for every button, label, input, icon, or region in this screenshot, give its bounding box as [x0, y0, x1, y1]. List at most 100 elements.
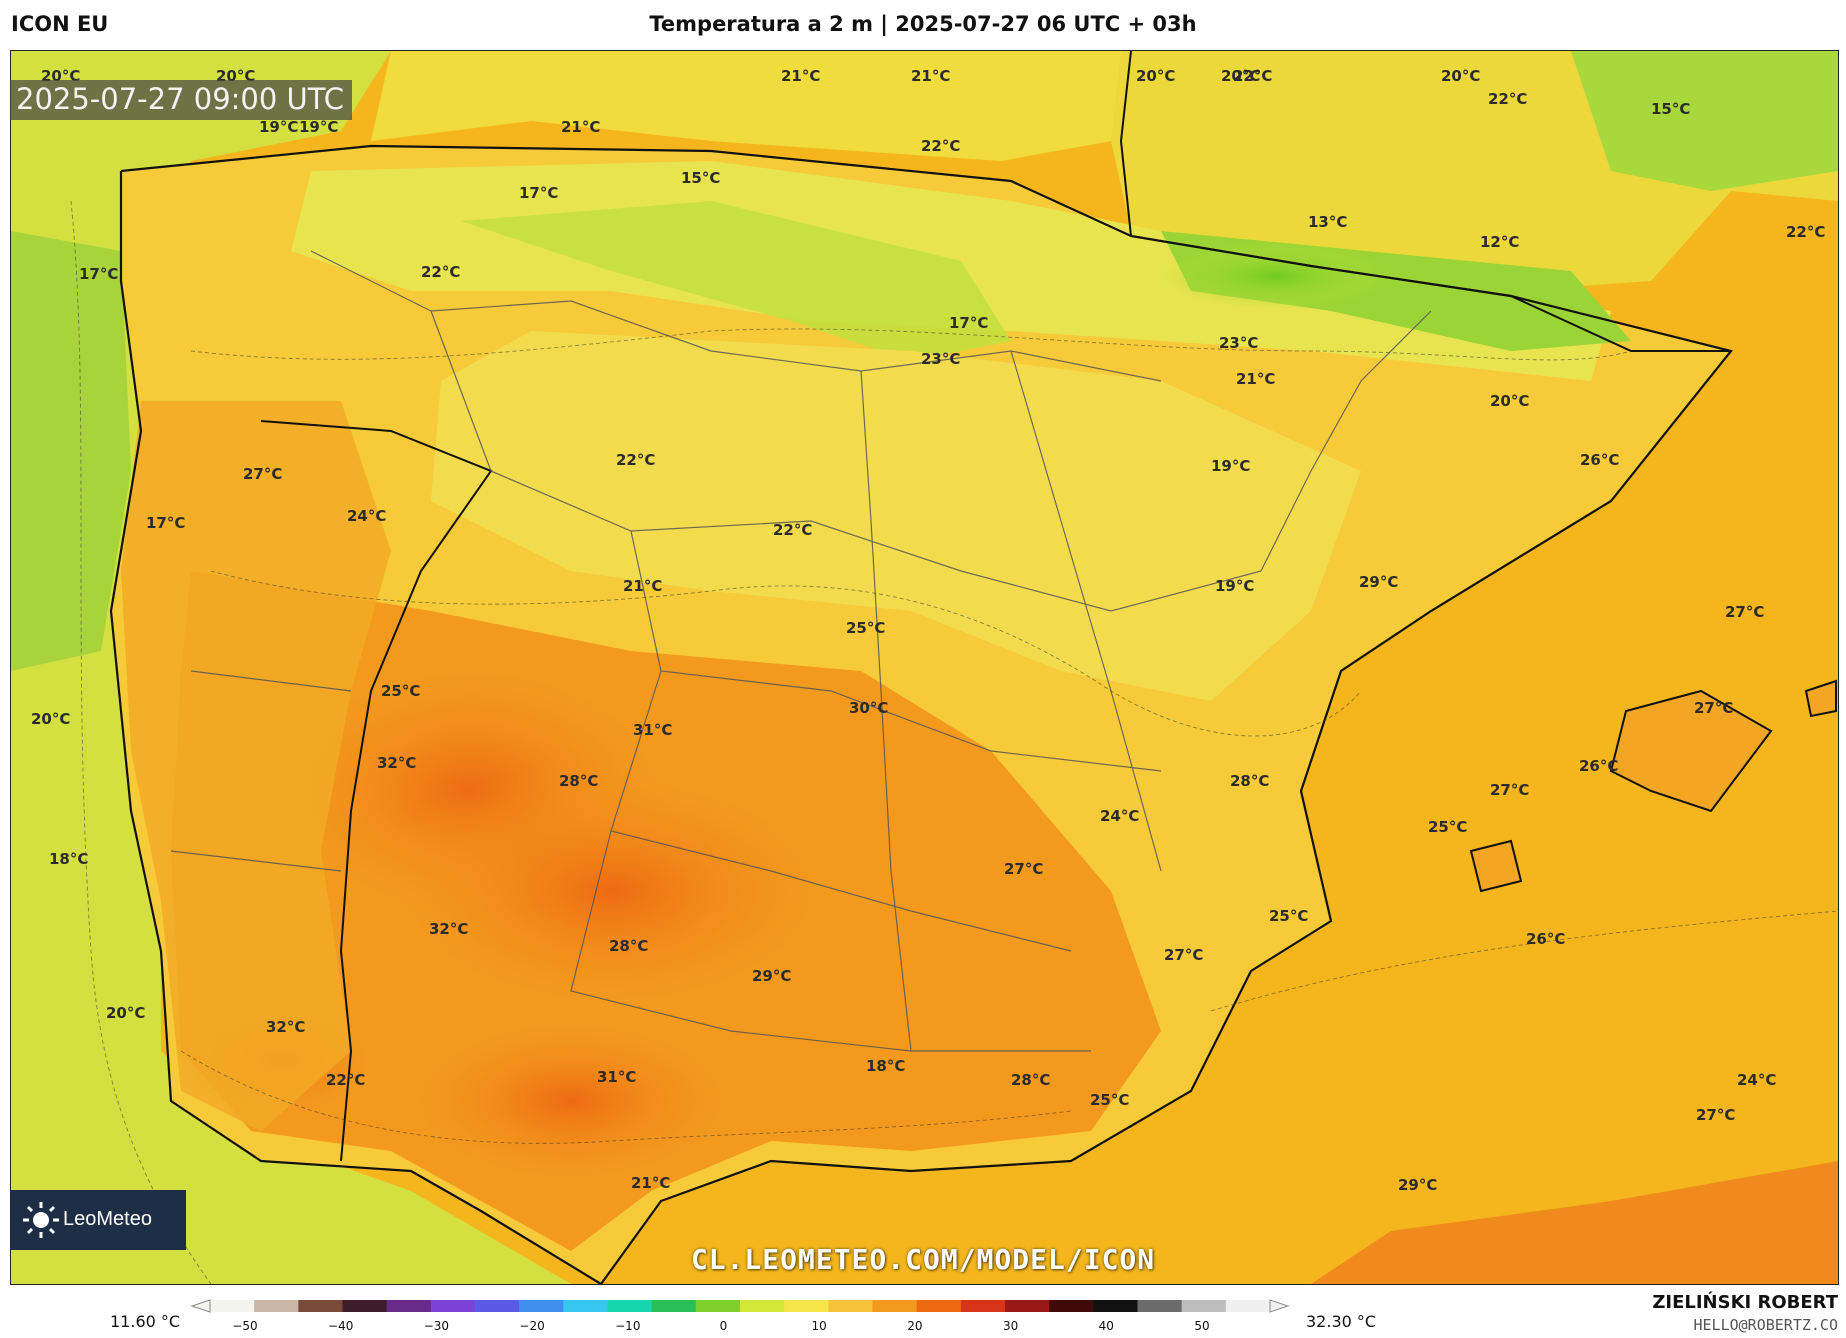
temperature-label: 22°C [616, 451, 655, 469]
colorbar-segment [960, 1300, 1006, 1312]
map-canvas [11, 51, 1838, 1284]
colorbar-tick-label: 50 [1194, 1319, 1209, 1333]
temperature-label: 27°C [1694, 699, 1733, 717]
temperature-label: 28°C [559, 772, 598, 790]
temperature-label: 18°C [866, 1057, 905, 1075]
colorbar-segment [651, 1300, 697, 1312]
temperature-label: 20°C [1221, 67, 1260, 85]
pyrenees-border [1130, 235, 1731, 352]
temperature-label: 27°C [243, 465, 282, 483]
alps-cool [1571, 51, 1838, 191]
temperature-label: 29°C [1359, 573, 1398, 591]
colorbar-tick-label: −40 [328, 1319, 353, 1333]
sun-icon [23, 1202, 59, 1238]
temperature-label: 22°C [773, 521, 812, 539]
temperature-label: 24°C [1100, 807, 1139, 825]
colorbar-segment [475, 1300, 520, 1312]
colorbar-max-label: 32.30 °C [1306, 1312, 1377, 1331]
temperature-label: 27°C [1696, 1106, 1735, 1124]
temperature-label: 24°C [347, 507, 386, 525]
temperature-label: 27°C [1164, 946, 1203, 964]
temperature-label: 21°C [781, 67, 820, 85]
temperature-label: 21°C [561, 118, 600, 136]
temperature-label: 27°C [1490, 781, 1529, 799]
africa-land [1311, 1161, 1838, 1284]
andalusia-hotspot [391, 1011, 751, 1191]
temperature-label: 29°C [1398, 1176, 1437, 1194]
colorbar-segment [784, 1300, 829, 1312]
temperature-label: 18°C [49, 850, 88, 868]
colorbar-segment [828, 1300, 873, 1312]
colorbar-tick-label: 0 [720, 1319, 728, 1333]
valid-time-badge: 2025-07-27 09:00 UTC [10, 80, 353, 120]
temperature-label: 17°C [519, 184, 558, 202]
temperature-label: 27°C [1004, 860, 1043, 878]
temperature-label: 26°C [1526, 930, 1565, 948]
colorbar-segment [563, 1300, 608, 1312]
colorbar-tick-label: −50 [232, 1319, 257, 1333]
model-name: ICON EU [11, 12, 109, 36]
temperature-label: 22°C [921, 137, 960, 155]
logo-text: LeoMeteo [63, 1208, 152, 1230]
temperature-label: 21°C [631, 1174, 670, 1192]
colorbar-segment [1049, 1300, 1094, 1312]
temperature-label: 31°C [597, 1068, 636, 1086]
temperature-label: 22°C [1786, 223, 1825, 241]
colorbar-segment [210, 1300, 255, 1312]
colorbar-segment [298, 1300, 343, 1312]
temperature-label: 23°C [1219, 334, 1258, 352]
biscay-sea [371, 51, 1131, 161]
mallorca-island [1609, 689, 1773, 813]
colorbar-segment [607, 1300, 653, 1312]
author-name: ZIELIŃSKI ROBERT [1652, 1292, 1838, 1313]
temperature-label: 21°C [1236, 370, 1275, 388]
colorbar-segment [254, 1300, 299, 1312]
temperature-label: 30°C [849, 699, 888, 717]
colorbar-min-arrow [190, 1299, 211, 1313]
colorbar-segment [386, 1300, 432, 1312]
temperature-map[interactable]: 20°C 20°C 21°C 21°C 20°C 20°C 22°C 20°C 22°C 19°C… [10, 50, 1839, 1285]
temperature-label: 19°C [259, 118, 298, 136]
temperature-label: 22°C [326, 1071, 365, 1089]
colorbar-segment [1225, 1300, 1271, 1312]
temperature-label: 32°C [429, 920, 468, 938]
temperature-label: 20°C [1441, 67, 1480, 85]
colorbar-segment [342, 1300, 388, 1312]
temperature-label: 19°C [1215, 577, 1254, 595]
leometeo-logo[interactable]: LeoMeteo [11, 1190, 186, 1250]
coastline-east [120, 144, 1733, 1284]
temperature-label: 19°C [299, 118, 338, 136]
colorbar-tick-label: −10 [615, 1319, 640, 1333]
temperature-label: 17°C [146, 514, 185, 532]
temperature-label: 15°C [681, 169, 720, 187]
source-url-watermark: CL.LEOMETEO.COM/MODEL/ICON [690, 1243, 1156, 1276]
temperature-label: 26°C [1579, 757, 1618, 775]
pyrenees-core [1156, 241, 1396, 311]
temperature-label: 17°C [79, 265, 118, 283]
temperature-label: 13°C [1308, 213, 1347, 231]
temperature-label: 25°C [1090, 1091, 1129, 1109]
temperature-label: 21°C [623, 577, 662, 595]
colorbar: 11.60 °C −50 −40 −30 −20 −10 0 10 20 30 40 50 32.3… [0, 1290, 1846, 1338]
temperature-label: 21°C [911, 67, 950, 85]
colorbar-tick-label: −20 [519, 1319, 544, 1333]
temperature-label: 25°C [381, 682, 420, 700]
france-coast [1119, 51, 1132, 237]
meseta-north [431, 331, 1361, 701]
temperature-label: 15°C [1651, 100, 1690, 118]
colorbar-segment [1005, 1300, 1050, 1312]
atlantic-cool-band [11, 231, 131, 671]
temperature-label: 23°C [921, 350, 960, 368]
temperature-label: 22°C [421, 263, 460, 281]
temperature-label: 25°C [846, 619, 885, 637]
portugal-border [260, 420, 493, 1162]
temperature-label: 20°C [1136, 67, 1175, 85]
colorbar-segment [430, 1300, 476, 1312]
temperature-label: 28°C [1011, 1071, 1050, 1089]
author-contact: HELLO@ROBERTZ.CO [1693, 1316, 1839, 1334]
temperature-label: 29°C [752, 967, 791, 985]
colorbar-max-arrow [1269, 1299, 1290, 1313]
cantabrian-cool [461, 201, 1011, 361]
colorbar-segment [740, 1300, 785, 1312]
mancha-hotspot [371, 761, 851, 1021]
